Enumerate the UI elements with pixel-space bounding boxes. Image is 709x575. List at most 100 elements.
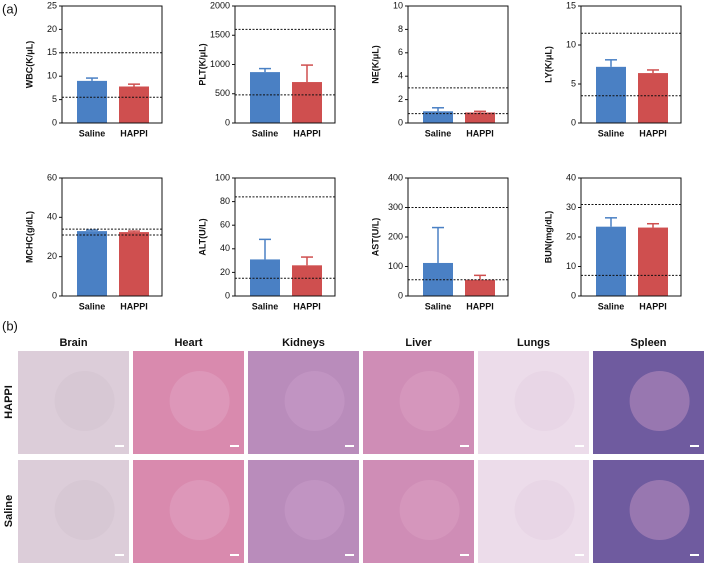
y-tick-label: 80 [220,196,230,206]
y-tick-label: 20 [47,24,57,34]
column-header: Brain [59,337,87,349]
y-tick-label: 100 [215,172,230,182]
bar [596,226,626,296]
panel-label: (a) [2,1,18,16]
y-tick-label: 0 [398,117,403,127]
histology-texture [514,480,575,540]
y-tick-label: 10 [393,0,403,10]
y-axis-label: PLT(K/μL) [197,43,207,85]
bar [292,265,322,296]
plot-frame [580,177,682,297]
histology-texture [169,480,230,540]
x-tick-label: HAPPI [293,301,321,311]
histology-texture [169,371,230,431]
x-tick-label: Saline [252,301,279,311]
y-tick-label: 8 [398,24,403,34]
y-tick-label: 2 [398,94,403,104]
y-axis-label: LY(K/μL) [543,46,553,83]
y-axis-label: WBC(K/μL) [24,41,34,89]
bar [465,112,495,123]
bar [638,73,668,123]
bar [119,232,149,296]
y-tick-label: 5 [52,94,57,104]
y-tick-label: 5 [571,78,576,88]
x-tick-label: HAPPI [120,128,148,138]
y-tick-label: 0 [571,290,576,300]
y-tick-label: 40 [566,172,576,182]
x-tick-label: Saline [252,128,279,138]
y-tick-label: 0 [225,290,230,300]
y-tick-label: 10 [566,261,576,271]
x-tick-label: Saline [598,301,625,311]
y-tick-label: 0 [398,290,403,300]
x-tick-label: HAPPI [120,301,148,311]
y-tick-label: 2000 [210,0,230,10]
y-tick-label: 1500 [210,30,230,40]
column-header: Liver [405,337,432,349]
y-tick-label: 300 [388,202,403,212]
y-axis-label: MCHC(g/dL) [24,211,34,263]
y-tick-label: 200 [388,231,403,241]
histology-texture [629,371,690,431]
bar [250,259,280,296]
y-tick-label: 400 [388,172,403,182]
histology-texture [629,480,690,540]
histology-texture [514,371,575,431]
x-tick-label: Saline [425,128,452,138]
plot-frame [61,5,163,124]
x-tick-label: HAPPI [639,128,667,138]
bar [77,231,107,296]
x-tick-label: HAPPI [639,301,667,311]
y-axis-label: AST(U/L) [370,218,380,257]
y-tick-label: 20 [566,231,576,241]
plot-frame [234,177,336,297]
plot-frame [61,177,163,297]
column-header: Kidneys [282,337,325,349]
y-tick-label: 60 [47,172,57,182]
histology-texture [284,480,345,540]
bar [119,86,149,123]
histology-texture [54,371,115,431]
y-tick-label: 0 [52,290,57,300]
row-label: HAPPI [3,385,15,419]
bar [250,72,280,123]
y-tick-label: 20 [47,251,57,261]
x-tick-label: Saline [425,301,452,311]
y-tick-label: 20 [220,267,230,277]
y-axis-label: BUN(mg/dL) [543,211,553,264]
x-tick-label: Saline [79,301,106,311]
histology-texture [284,371,345,431]
histology-texture [399,480,460,540]
plot-frame [407,5,509,124]
y-tick-label: 15 [566,0,576,10]
y-tick-label: 40 [47,212,57,222]
bar [596,66,626,123]
y-axis-label: NE(K/μL) [370,45,380,84]
y-tick-label: 10 [566,39,576,49]
histology-texture [399,371,460,431]
column-header: Spleen [630,337,666,349]
y-tick-label: 0 [225,117,230,127]
y-tick-label: 30 [566,202,576,212]
y-tick-label: 0 [52,117,57,127]
y-tick-label: 0 [571,117,576,127]
x-tick-label: HAPPI [466,128,494,138]
histology-texture [54,480,115,540]
bar [292,82,322,123]
y-tick-label: 25 [47,0,57,10]
x-tick-label: Saline [598,128,625,138]
plot-frame [580,5,682,124]
y-tick-label: 500 [215,88,230,98]
y-axis-label: ALT(U/L) [197,218,207,255]
bar [465,279,495,296]
x-tick-label: HAPPI [466,301,494,311]
y-tick-label: 10 [47,71,57,81]
panel-label: (b) [2,318,18,333]
bar [638,227,668,296]
plot-frame [234,5,336,124]
y-tick-label: 1000 [210,59,230,69]
column-header: Heart [174,337,202,349]
x-tick-label: HAPPI [293,128,321,138]
y-tick-label: 100 [388,261,403,271]
